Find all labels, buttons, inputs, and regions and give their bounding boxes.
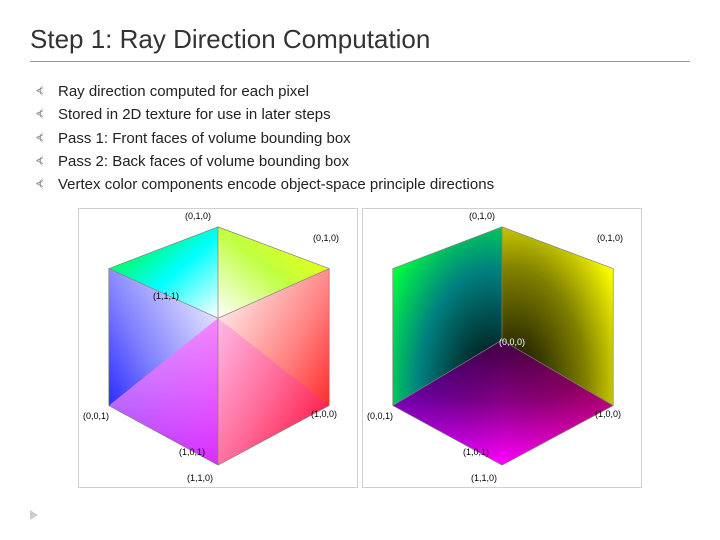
page-title: Step 1: Ray Direction Computation	[30, 24, 690, 62]
vertex-label: (0,1,0)	[185, 211, 211, 221]
vertex-label: (1,1,0)	[471, 473, 497, 483]
vertex-label: (0,0,1)	[83, 411, 109, 421]
vertex-label: (1,0,0)	[595, 409, 621, 419]
front-cube-svg	[79, 209, 357, 487]
vertex-label: (1,1,1)	[153, 291, 179, 301]
list-item: Pass 2: Back faces of volume bounding bo…	[36, 150, 690, 173]
vertex-label: (0,1,0)	[597, 233, 623, 243]
vertex-label: (1,0,1)	[179, 447, 205, 457]
bullet-list: Ray direction computed for each pixel St…	[36, 80, 690, 196]
list-item: Stored in 2D texture for use in later st…	[36, 103, 690, 126]
vertex-label: (0,0,0)	[499, 337, 525, 347]
vertex-label: (0,0,1)	[367, 411, 393, 421]
slide-marker-icon	[30, 510, 38, 520]
vertex-label: (0,1,0)	[469, 211, 495, 221]
back-cube-svg	[363, 209, 641, 487]
back-faces-cube: (0,1,0) (0,1,0) (0,0,0) (0,0,1) (1,0,1) …	[362, 208, 642, 488]
list-item: Pass 1: Front faces of volume bounding b…	[36, 127, 690, 150]
front-faces-cube: (0,1,0) (0,1,0) (1,1,1) (0,0,1) (1,0,1) …	[78, 208, 358, 488]
vertex-label: (0,1,0)	[313, 233, 339, 243]
list-item: Ray direction computed for each pixel	[36, 80, 690, 103]
list-item: Vertex color components encode object-sp…	[36, 173, 690, 196]
vertex-label: (1,0,1)	[463, 447, 489, 457]
vertex-label: (1,0,0)	[311, 409, 337, 419]
vertex-label: (1,1,0)	[187, 473, 213, 483]
cube-figure: (0,1,0) (0,1,0) (1,1,1) (0,0,1) (1,0,1) …	[30, 208, 690, 488]
